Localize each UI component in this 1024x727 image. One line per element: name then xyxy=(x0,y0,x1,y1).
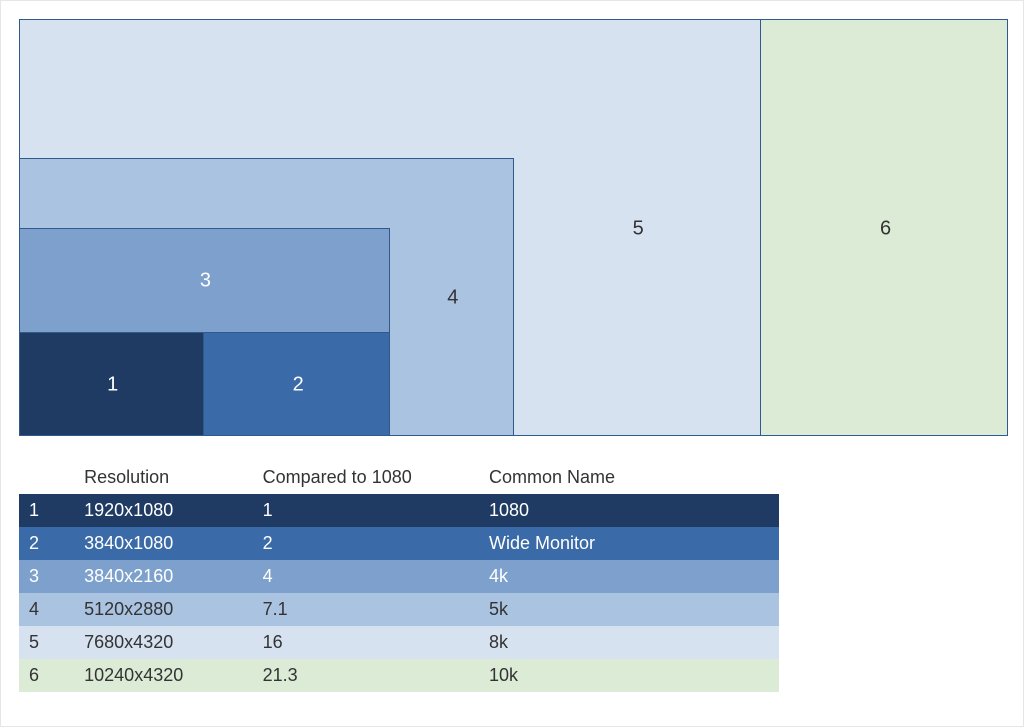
resolution-box-label: 2 xyxy=(293,374,304,397)
table-cell-resolution: 5120x2880 xyxy=(74,593,253,626)
resolution-box-label: 4 xyxy=(447,287,458,310)
table-cell-idx: 2 xyxy=(19,527,74,560)
table-cell-idx: 5 xyxy=(19,626,74,659)
page: 654321 ResolutionCompared to 1080Common … xyxy=(0,0,1024,727)
table-cell-resolution: 3840x1080 xyxy=(74,527,253,560)
table-cell-name: 8k xyxy=(479,626,779,659)
resolution-box-1: 1 xyxy=(19,332,204,436)
table-row: 23840x10802Wide Monitor xyxy=(19,527,779,560)
resolution-box-label: 5 xyxy=(633,217,644,240)
table-header-idx xyxy=(19,461,74,494)
resolution-box-label: 3 xyxy=(200,269,211,292)
table-cell-compared: 4 xyxy=(253,560,479,593)
table-cell-idx: 6 xyxy=(19,659,74,692)
resolution-box-label: 6 xyxy=(880,217,891,240)
table-cell-name: 5k xyxy=(479,593,779,626)
table-header-compared: Compared to 1080 xyxy=(253,461,479,494)
table-cell-compared: 7.1 xyxy=(253,593,479,626)
table-cell-idx: 1 xyxy=(19,494,74,527)
table-row: 45120x28807.15k xyxy=(19,593,779,626)
table-header-name: Common Name xyxy=(479,461,779,494)
resolution-diagram: 6 5 4 3 2 1 xyxy=(19,19,1008,436)
table-cell-compared: 21.3 xyxy=(253,659,479,692)
table-cell-resolution: 10240x4320 xyxy=(74,659,253,692)
table-header-resolution: Resolution xyxy=(74,461,253,494)
table-cell-idx: 3 xyxy=(19,560,74,593)
table-cell-idx: 4 xyxy=(19,593,74,626)
table-row: 33840x216044k xyxy=(19,560,779,593)
table-header-row: ResolutionCompared to 1080Common Name xyxy=(19,461,779,494)
table-cell-name: 10k xyxy=(479,659,779,692)
table-cell-name: 4k xyxy=(479,560,779,593)
resolution-box-label: 1 xyxy=(107,374,118,397)
table-cell-compared: 2 xyxy=(253,527,479,560)
table-cell-name: 1080 xyxy=(479,494,779,527)
table-cell-resolution: 3840x2160 xyxy=(74,560,253,593)
table-cell-compared: 1 xyxy=(253,494,479,527)
table-row: 11920x108011080 xyxy=(19,494,779,527)
table-row: 610240x432021.310k xyxy=(19,659,779,692)
table-cell-name: Wide Monitor xyxy=(479,527,779,560)
table-cell-resolution: 1920x1080 xyxy=(74,494,253,527)
table-cell-compared: 16 xyxy=(253,626,479,659)
table-cell-resolution: 7680x4320 xyxy=(74,626,253,659)
table-row: 57680x4320168k xyxy=(19,626,779,659)
resolution-table: ResolutionCompared to 1080Common Name 11… xyxy=(19,461,779,692)
